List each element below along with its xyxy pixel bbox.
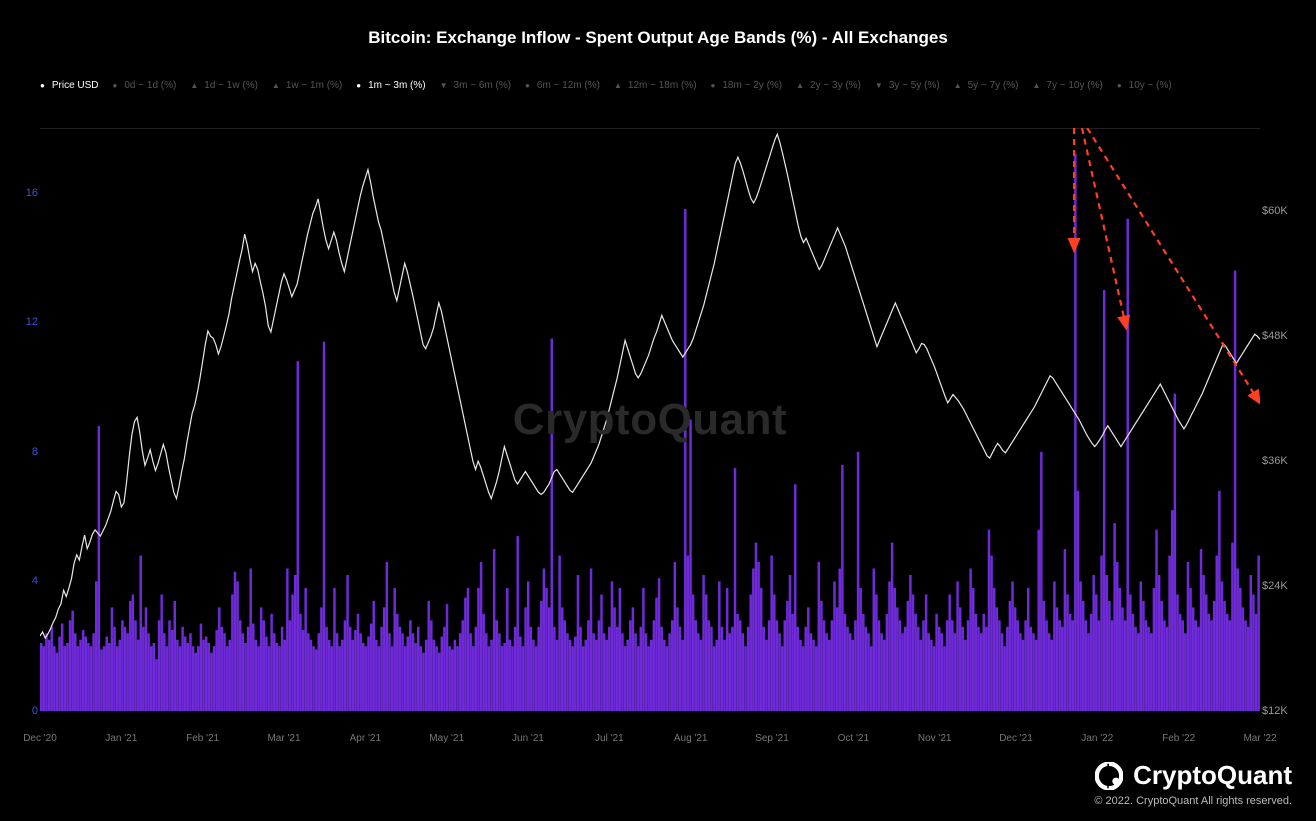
legend-item[interactable]: 7y ~ 10y (%) [1032,80,1102,91]
legend-item[interactable]: 12m ~ 18m (%) [614,80,697,91]
chart-title: Bitcoin: Exchange Inflow - Spent Output … [0,28,1316,48]
legend-item[interactable]: 5y ~ 7y (%) [954,80,1019,91]
plot-area: CryptoQuant [40,128,1260,711]
legend-item[interactable]: 1w ~ 1m (%) [272,80,342,91]
legend-item[interactable]: 1d ~ 1w (%) [190,80,258,91]
legend-item[interactable]: Price USD [40,80,99,91]
legend-item[interactable]: 10y ~ (%) [1117,80,1172,91]
copyright: © 2022. CryptoQuant All rights reserved. [1094,795,1292,807]
y-axis-left: 0481216 [12,128,38,711]
footer: CryptoQuant © 2022. CryptoQuant All righ… [1094,760,1292,807]
legend-item[interactable]: 0d ~ 1d (%) [113,80,177,91]
legend: Price USD 0d ~ 1d (%) 1d ~ 1w (%) 1w ~ 1m (… [40,80,1276,91]
legend-item[interactable]: 1m ~ 3m (%) [356,80,425,91]
brand-name: CryptoQuant [1133,760,1292,791]
chart-svg [40,128,1260,711]
chart-canvas: { "title": { "text": "Bitcoin: Exchange … [0,0,1316,821]
brand-logo-icon [1095,762,1123,790]
legend-item[interactable]: 2y ~ 3y (%) [796,80,861,91]
legend-item[interactable]: 18m ~ 2y (%) [711,80,783,91]
legend-item[interactable]: 3m ~ 6m (%) [440,80,511,91]
y-axis-right: $12K$24K$36K$48K$60K [1262,128,1306,711]
legend-item[interactable]: 3y ~ 5y (%) [875,80,940,91]
legend-item[interactable]: 6m ~ 12m (%) [525,80,600,91]
